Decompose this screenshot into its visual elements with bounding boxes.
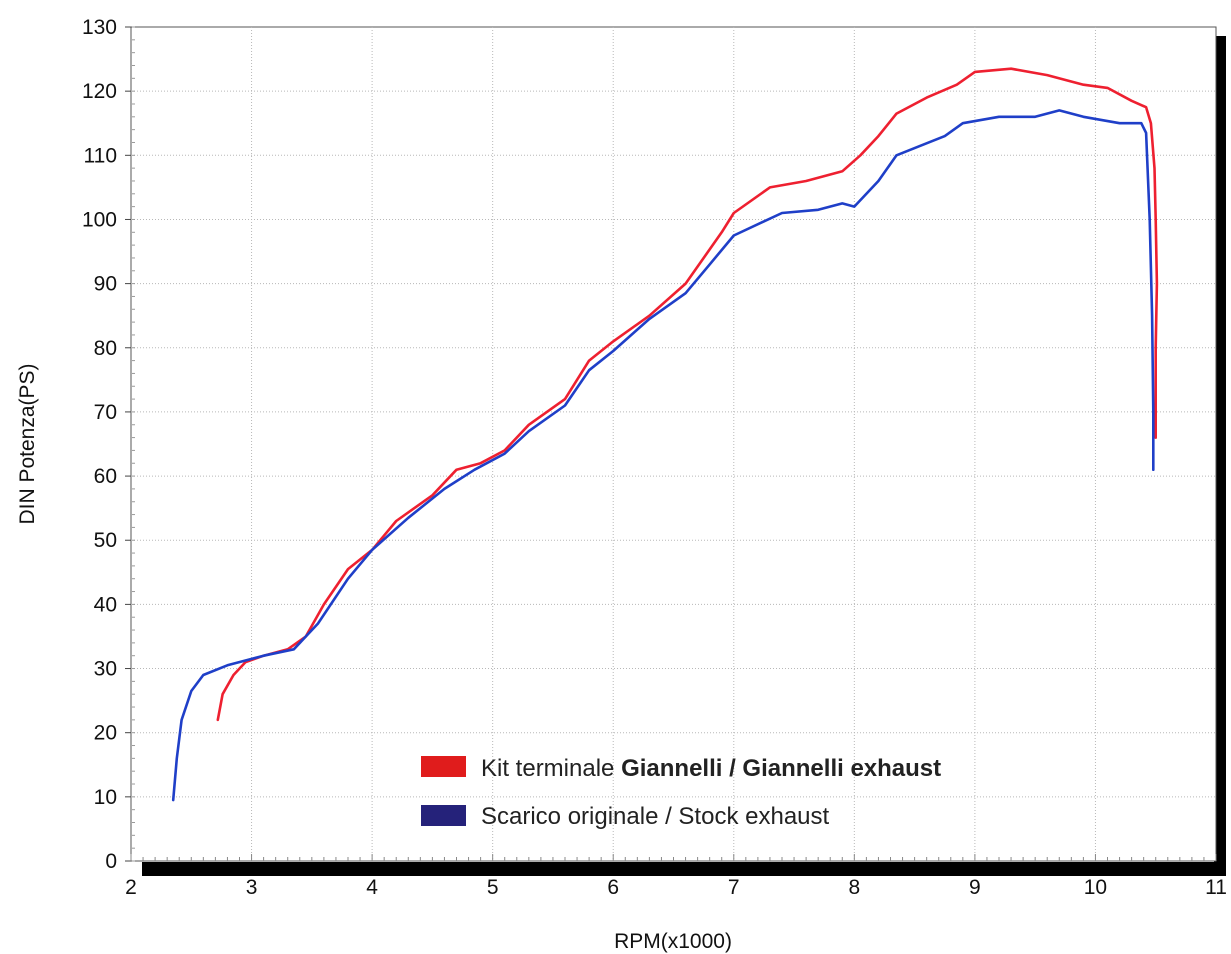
x-tick-label: 11 bbox=[1205, 876, 1227, 899]
series-line-1 bbox=[171, 109, 1155, 802]
y-tick-label: 70 bbox=[94, 401, 117, 424]
y-tick-label: 20 bbox=[94, 722, 117, 745]
x-tick-labels: 2 3 4 5 6 7 8 9 10 11 bbox=[125, 876, 1227, 899]
x-tick-label: 3 bbox=[246, 876, 258, 899]
plot-area bbox=[130, 26, 1217, 862]
grid-lines bbox=[131, 27, 1216, 861]
x-tick-label: 8 bbox=[848, 876, 860, 899]
y-tick-label: 50 bbox=[94, 529, 117, 552]
y-tick-label: 0 bbox=[105, 850, 117, 873]
y-axis-title: DIN Potenza(PS) bbox=[16, 363, 39, 524]
legend-swatch-giannelli bbox=[421, 756, 466, 777]
y-tick-label: 130 bbox=[82, 16, 117, 39]
x-tick-label: 4 bbox=[366, 876, 378, 899]
y-tick-label: 110 bbox=[84, 144, 117, 167]
series-line-0 bbox=[216, 67, 1159, 722]
legend-label-giannelli-prefix: Kit terminale bbox=[481, 755, 621, 782]
chart-shadow-bottom bbox=[142, 862, 1226, 876]
y-tick-labels: 0 10 20 30 40 50 60 70 80 90 100 110 120 130 bbox=[82, 16, 117, 873]
legend-swatch-stock bbox=[421, 805, 466, 826]
x-tick-label: 10 bbox=[1084, 876, 1107, 899]
chart-shadow-right bbox=[1214, 36, 1226, 876]
legend-label-giannelli: Kit terminale Giannelli / Giannelli exha… bbox=[481, 755, 941, 782]
y-tick-label: 120 bbox=[82, 80, 117, 103]
y-tick-label: 90 bbox=[94, 273, 117, 296]
x-tick-label: 5 bbox=[487, 876, 499, 899]
y-tick-label: 80 bbox=[94, 337, 117, 360]
y-tick-label: 60 bbox=[94, 465, 117, 488]
x-tick-label: 9 bbox=[969, 876, 981, 899]
minor-ticks bbox=[125, 26, 1217, 862]
series-lines bbox=[171, 67, 1159, 802]
y-tick-label: 100 bbox=[82, 208, 117, 231]
legend-label-stock: Scarico originale / Stock exhaust bbox=[481, 803, 830, 830]
x-tick-label: 2 bbox=[125, 876, 137, 899]
x-tick-label: 6 bbox=[607, 876, 619, 899]
x-axis-title: RPM(x1000) bbox=[614, 930, 732, 953]
y-tick-label: 10 bbox=[94, 786, 117, 809]
legend-label-giannelli-bold: Giannelli / Giannelli exhaust bbox=[621, 755, 941, 782]
y-tick-label: 30 bbox=[94, 658, 117, 681]
y-tick-label: 40 bbox=[94, 593, 117, 616]
legend: Kit terminale Giannelli / Giannelli exha… bbox=[421, 755, 941, 830]
x-tick-label: 7 bbox=[728, 876, 740, 899]
